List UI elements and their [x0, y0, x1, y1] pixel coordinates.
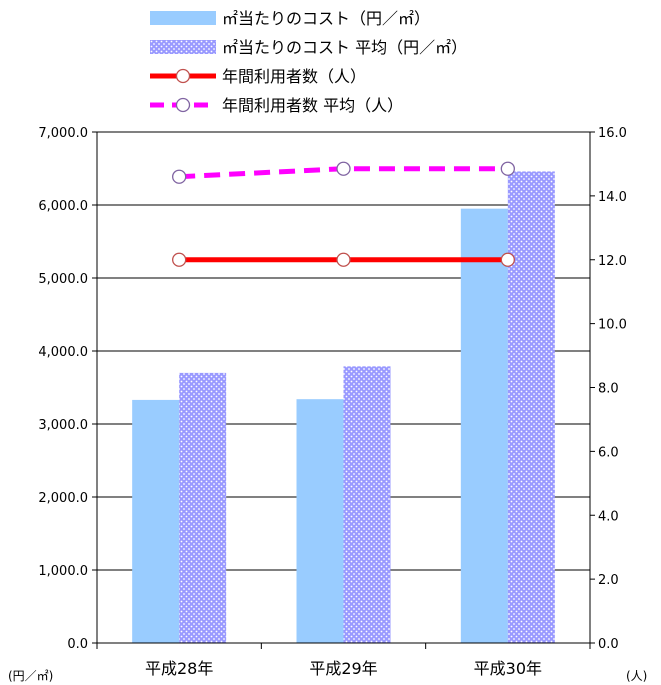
- lines: [172, 161, 515, 267]
- y-right-tick-label: 12.0: [598, 254, 627, 269]
- bars: [132, 171, 555, 644]
- legend: ㎡当たりのコスト（円／㎡） ㎡当たりのコスト 平均（円／㎡） 年間利用者数（人） 年間…: [150, 9, 467, 115]
- y-right-tick-label: 14.0: [598, 190, 627, 205]
- series-marker: [336, 252, 351, 267]
- legend-swatch: [150, 11, 216, 25]
- bar: [179, 372, 227, 643]
- x-tick-label: 平成30年: [474, 659, 542, 678]
- axes: 0.0 1,000.0 2,000.0 3,000.0 4,000.0 5,000.0 6,…: [38, 126, 627, 678]
- y-left-tick-label: 2,000.0: [38, 491, 88, 506]
- bar: [132, 399, 180, 643]
- series-marker: [172, 252, 187, 267]
- y-left-tick-label: 3,000.0: [38, 418, 88, 433]
- y-left-tick-label: 7,000.0: [38, 126, 88, 141]
- y-right-tick-label: 16.0: [598, 126, 627, 141]
- y-left-tick-label: 0.0: [67, 637, 88, 652]
- legend-label: ㎡当たりのコスト 平均（円／㎡）: [222, 38, 467, 57]
- y-right-tick-label: 10.0: [598, 318, 627, 333]
- bar: [507, 171, 555, 644]
- y-right-tick-label: 4.0: [598, 509, 619, 524]
- series-marker: [336, 161, 351, 176]
- y-left-tick-label: 4,000.0: [38, 345, 88, 360]
- legend-label: 年間利用者数（人）: [222, 67, 366, 86]
- series-marker: [500, 252, 515, 267]
- bar: [296, 399, 344, 643]
- legend-marker: [175, 97, 191, 113]
- y-right-tick-label: 6.0: [598, 445, 619, 460]
- legend-label: 年間利用者数 平均（人）: [222, 96, 403, 115]
- y-left-tick-label: 6,000.0: [38, 199, 88, 214]
- bar: [343, 366, 391, 643]
- x-tick-label: 平成28年: [145, 659, 213, 678]
- y-right-tick-label: 0.0: [598, 637, 619, 652]
- legend-marker: [175, 68, 191, 84]
- y-left-tick-label: 5,000.0: [38, 272, 88, 287]
- x-tick-label: 平成29年: [309, 659, 377, 678]
- legend-label: ㎡当たりのコスト（円／㎡）: [222, 9, 430, 28]
- y-right-unit-label: (人): [626, 669, 647, 683]
- legend-swatch: [150, 40, 216, 54]
- y-right-tick-label: 2.0: [598, 573, 619, 588]
- series-marker: [500, 161, 515, 176]
- bar: [460, 208, 508, 643]
- series-marker: [172, 169, 187, 184]
- y-right-tick-label: 8.0: [598, 382, 619, 397]
- y-left-unit-label: (円／㎡): [8, 669, 53, 683]
- y-left-tick-label: 1,000.0: [38, 564, 88, 579]
